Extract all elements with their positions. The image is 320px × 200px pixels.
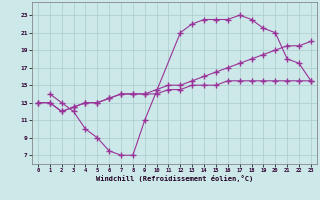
X-axis label: Windchill (Refroidissement éolien,°C): Windchill (Refroidissement éolien,°C)	[96, 175, 253, 182]
